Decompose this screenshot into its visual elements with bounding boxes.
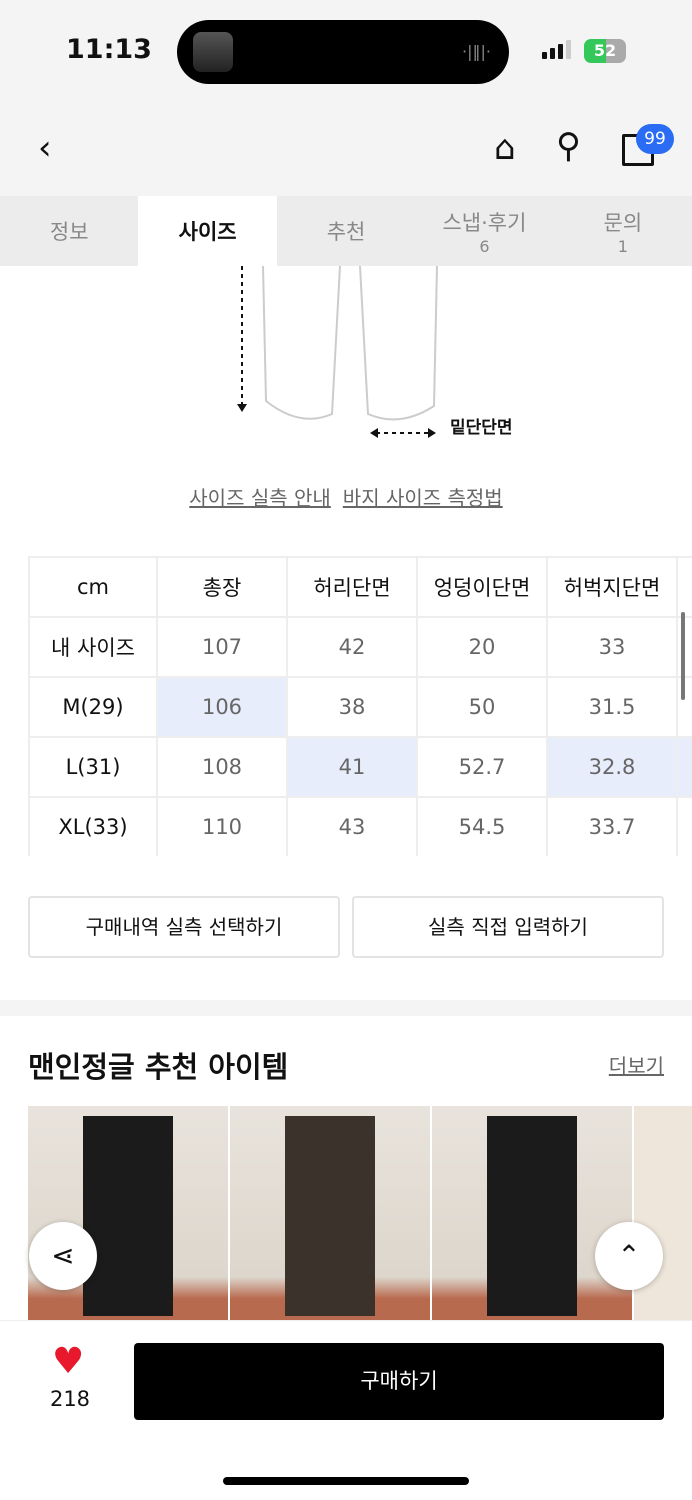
tab-bar: 정보 사이즈 추천 스냅·후기 6 문의 1 [0,196,692,266]
header-cell: 밑 [676,556,692,618]
measure-method-link[interactable]: 바지 사이즈 측정법 [342,486,503,510]
product-image [285,1116,375,1316]
cell: 52.7 [416,736,548,798]
more-link[interactable]: 더보기 [608,1054,664,1078]
section-divider [0,1000,692,1016]
tab-label: 사이즈 [178,220,237,244]
size-table: cm총장허리단면엉덩이단면허벅지단면밑 내 사이즈1074220333 M(29… [28,556,692,856]
cell-highlighted: 32.8 [546,736,678,798]
cell: 20 [416,616,548,678]
buy-button[interactable]: 구매하기 [134,1343,664,1420]
size-guide-link[interactable]: 사이즈 실측 안내 [189,486,331,510]
row-label: L(31) [28,736,158,798]
cart-badge: 99 [636,124,674,154]
tab-inquiry[interactable]: 문의 1 [554,196,692,266]
tab-snap-review[interactable]: 스냅·후기 6 [415,196,553,266]
scroll-top-icon[interactable]: ⌃ [595,1222,663,1290]
tab-count: 6 [479,236,490,256]
cell: 31 [676,796,692,856]
cell: 38 [286,676,418,738]
product-card[interactable] [432,1106,632,1320]
header-cell: 허리단면 [286,556,418,618]
row-label: XL(33) [28,796,158,856]
tab-recommend[interactable]: 추천 [277,196,415,266]
cell-highlighted: 41 [286,736,418,798]
product-card[interactable] [634,1106,692,1320]
table-scrollbar[interactable] [681,612,685,700]
header-cell: 총장 [156,556,288,618]
like-count: 218 [49,1387,91,1411]
bottom-bar: ♥ 218 구매하기 [0,1320,692,1500]
recommend-title: 맨인정글 추천 아이템 [28,1050,289,1084]
diagram-label: 밑단단면 [450,418,513,438]
cell-highlighted: 30 [676,736,692,798]
header-cell: cm [28,556,158,618]
select-from-history-button[interactable]: 구매내역 실측 선택하기 [28,896,340,958]
product-carousel [28,1106,692,1320]
search-icon[interactable]: ⚲ [556,126,581,166]
cell: 107 [156,616,288,678]
home-icon[interactable]: ⌂ [494,128,516,168]
product-image [83,1116,173,1316]
table-row: 내 사이즈1074220333 [28,616,692,678]
cell: 42 [286,616,418,678]
tab-label: 추천 [326,220,366,244]
tab-count: 1 [617,236,628,256]
tab-label: 문의 [603,210,643,235]
back-icon[interactable]: ‹ [38,128,52,168]
clock: 11:13 [66,34,152,65]
header-cell: 허벅지단면 [546,556,678,618]
cell: 43 [286,796,418,856]
row-label: 내 사이즈 [28,616,158,678]
top-nav: ‹ ⌂ ⚲ [0,100,692,196]
tab-label: 스냅·후기 [442,210,527,235]
product-image [487,1116,577,1316]
cell: 33 [546,616,678,678]
cell: 33.7 [546,796,678,856]
tab-size[interactable]: 사이즈 [138,196,277,266]
pants-size-diagram: 밑단단면 [237,266,513,438]
share-icon[interactable]: ⋖ [29,1222,97,1290]
media-thumbnail [193,32,233,72]
tab-info[interactable]: 정보 [0,196,138,266]
home-indicator [223,1477,469,1485]
battery-icon: 52 [584,39,626,63]
cell: 50 [416,676,548,738]
measure-buttons: 구매내역 실측 선택하기 실측 직접 입력하기 [28,896,664,958]
manual-input-button[interactable]: 실측 직접 입력하기 [352,896,664,958]
signal-icon [542,40,571,59]
row-label: M(29) [28,676,158,738]
waveform-icon: ·|‖|· [462,42,491,61]
cell: 54.5 [416,796,548,856]
cell: 108 [156,736,288,798]
heart-icon[interactable]: ♥ [52,1341,85,1382]
product-card[interactable] [230,1106,430,1320]
dynamic-island: ·|‖|· [177,20,509,84]
table-header-row: cm총장허리단면엉덩이단면허벅지단면밑 [28,556,692,618]
cell: 110 [156,796,288,856]
header-cell: 엉덩이단면 [416,556,548,618]
tab-label: 정보 [49,220,89,244]
status-bar: 11:13 ·|‖|· 52 [0,0,692,100]
cell: 31.5 [546,676,678,738]
size-guide-links: 사이즈 실측 안내 바지 사이즈 측정법 [0,482,692,511]
cell-highlighted: 106 [156,676,288,738]
